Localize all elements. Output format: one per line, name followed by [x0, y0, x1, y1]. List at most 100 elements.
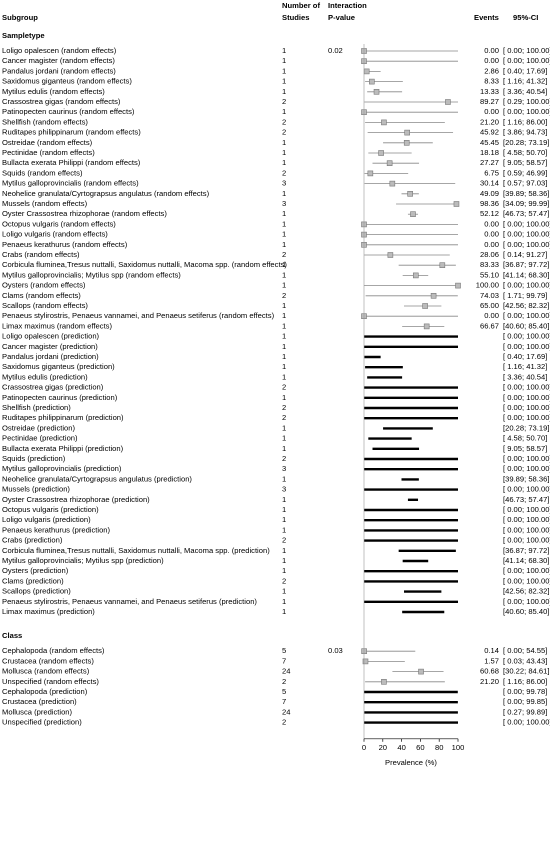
- row-label: Pandalus jordani (prediction): [2, 352, 99, 361]
- row-label: Loligo vulgaris (random effects): [2, 230, 108, 239]
- studies: 2: [282, 718, 286, 727]
- studies: 5: [282, 646, 286, 655]
- ci: [ 0.00; 100.00]: [503, 342, 550, 351]
- ci: [ 3.36; 40.54]: [503, 372, 547, 381]
- row-label: Patinopecten caurinus (prediction): [2, 393, 118, 402]
- row-label: Clams (prediction): [2, 576, 64, 585]
- events: 0.00: [484, 219, 499, 228]
- ci: [ 9.05; 58.57]: [503, 444, 547, 453]
- row-label: Scallops (prediction): [2, 587, 71, 596]
- x-tick-label: 80: [435, 743, 443, 752]
- studies: 1: [282, 546, 286, 555]
- group-title: Sampletype: [2, 31, 45, 40]
- studies: 2: [282, 168, 286, 177]
- studies: 7: [282, 656, 286, 665]
- estimate-box: [389, 180, 396, 187]
- p-value: 0.02: [328, 46, 343, 55]
- ci: [ 0.00; 100.00]: [503, 383, 550, 392]
- row-label: Patinopecten caurinus (random effects): [2, 107, 135, 116]
- header-studies: Number of: [282, 1, 320, 10]
- events: 18.18: [480, 148, 499, 157]
- studies: 1: [282, 495, 286, 504]
- ci: [ 0.00; 100.00]: [503, 505, 550, 514]
- row-label: Oyster Crassostrea rhizophorae (random e…: [2, 209, 167, 218]
- studies: 1: [282, 158, 286, 167]
- events: 65.00: [480, 301, 499, 310]
- ci: [20.28; 73.19]: [503, 138, 549, 147]
- studies: 1: [282, 332, 286, 341]
- x-tick-label: 40: [397, 743, 405, 752]
- ci: [ 0.00; 100.00]: [503, 240, 550, 249]
- studies: 1: [282, 66, 286, 75]
- ci: [ 1.16; 41.32]: [503, 362, 547, 371]
- studies: 1: [282, 393, 286, 402]
- row-label: Penaeus kerathurus (random effects): [2, 240, 128, 249]
- studies: 1: [282, 525, 286, 534]
- row-label: Ruditapes philippinarum (prediction): [2, 413, 124, 422]
- studies: 1: [282, 597, 286, 606]
- row-label: Bullacta exerata Philippi (prediction): [2, 444, 124, 453]
- estimate-box: [367, 170, 374, 177]
- events: 45.45: [480, 138, 499, 147]
- ci: [ 0.40; 17.69]: [503, 66, 547, 75]
- studies: 1: [282, 352, 286, 361]
- row-label: Shellfish (random effects): [2, 117, 88, 126]
- row-label: Mussels (prediction): [2, 485, 70, 494]
- studies: 1: [282, 148, 286, 157]
- ci: [ 0.00; 100.00]: [503, 464, 550, 473]
- estimate-box: [418, 668, 424, 675]
- studies: 1: [282, 372, 286, 381]
- row-label: Squids (random effects): [2, 168, 83, 177]
- ci: [34.09; 99.99]: [503, 199, 549, 208]
- ci: [46.73; 57.47]: [503, 209, 549, 218]
- studies: 7: [282, 697, 286, 706]
- x-tick-label: 100: [452, 743, 465, 752]
- estimate-box: [407, 191, 413, 197]
- events: 6.75: [484, 168, 499, 177]
- events: 27.27: [480, 158, 499, 167]
- events: 0.00: [484, 56, 499, 65]
- header-p-value: P-value: [328, 13, 355, 22]
- ci: [ 0.00; 100.00]: [503, 332, 550, 341]
- estimate-box: [404, 129, 410, 136]
- studies: 2: [282, 250, 286, 259]
- ci: [40.60; 85.40]: [503, 607, 549, 616]
- studies: 1: [282, 219, 286, 228]
- row-label: Mytilus galloprovincialis; Mytilus spp (…: [2, 270, 181, 279]
- row-label: Mytilus galloprovincialis (random effect…: [2, 179, 139, 188]
- ci: [ 1.16; 41.32]: [503, 77, 547, 86]
- ci: [ 4.58; 50.70]: [503, 434, 547, 443]
- ci: [ 9.05; 58.57]: [503, 158, 547, 167]
- row-label: Unspecified (prediction): [2, 718, 82, 727]
- studies: 2: [282, 536, 286, 545]
- row-label: Pectinidae (random effects): [2, 148, 95, 157]
- ci: [ 0.00; 100.00]: [503, 219, 550, 228]
- studies: 24: [282, 707, 290, 716]
- studies: 1: [282, 505, 286, 514]
- studies: 1: [282, 260, 286, 269]
- estimate-box: [455, 282, 461, 289]
- ci: [ 0.57; 97.03]: [503, 179, 547, 188]
- studies: 1: [282, 77, 286, 86]
- row-label: Oysters (prediction): [2, 566, 69, 575]
- events: 13.33: [480, 87, 499, 96]
- studies: 1: [282, 342, 286, 351]
- ci: [ 0.59; 46.99]: [503, 168, 547, 177]
- studies: 1: [282, 138, 286, 147]
- row-label: Loligo vulgaris (prediction): [2, 515, 91, 524]
- ci: [46.73; 57.47]: [503, 495, 549, 504]
- ci: [ 0.00; 100.00]: [503, 597, 550, 606]
- row-label: Saxidomus giganteus (prediction): [2, 362, 115, 371]
- ci: [39.89; 58.36]: [503, 474, 549, 483]
- ci: [ 0.00; 100.00]: [503, 454, 550, 463]
- row-label: Cancer magister (prediction): [2, 342, 98, 351]
- estimate-box: [423, 323, 430, 330]
- studies: 1: [282, 56, 286, 65]
- studies: 2: [282, 128, 286, 137]
- row-label: Ostreidae (random effects): [2, 138, 93, 147]
- x-tick-label: 60: [416, 743, 424, 752]
- row-label: Squids (prediction): [2, 454, 66, 463]
- studies: 1: [282, 474, 286, 483]
- studies: 3: [282, 464, 286, 473]
- row-label: Neohelice granulata/Cyrtograpsus angulat…: [2, 189, 210, 198]
